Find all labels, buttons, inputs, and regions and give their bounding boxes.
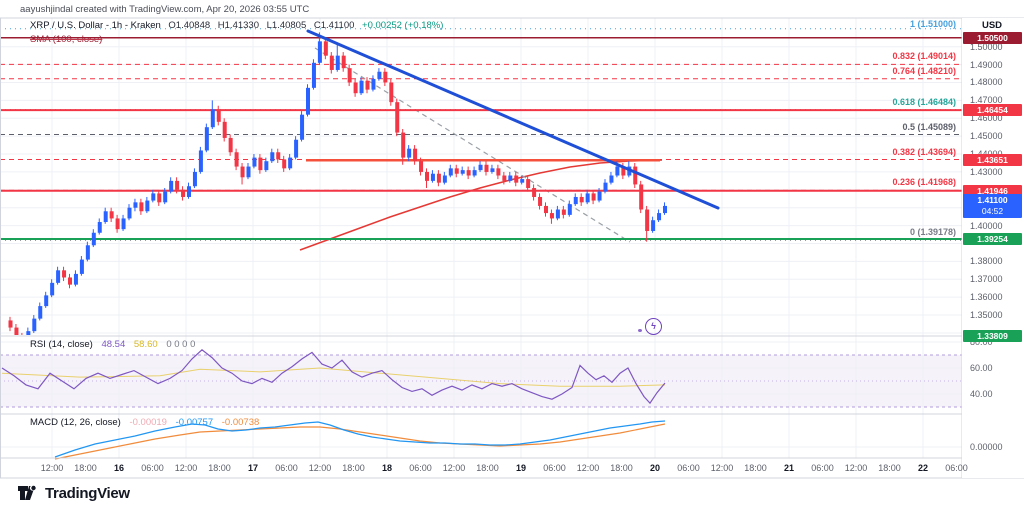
tradingview-logo[interactable]: TradingView (18, 484, 130, 502)
macd-histogram-value: -0.00019 (129, 417, 167, 428)
time-axis-label: 21 (783, 463, 795, 473)
time-axis-label: 12:00 (710, 463, 734, 473)
price-tick: 1.40000 (970, 220, 1003, 231)
time-axis-label: 18:00 (208, 463, 231, 473)
price-tick: 1.38000 (970, 256, 1003, 267)
price-label-chip: 1.39254 (963, 232, 1022, 245)
price-label-chip: 1.50500 (963, 31, 1022, 44)
time-axis-label: 12:00 (308, 463, 332, 473)
time-axis-label: 18:00 (878, 463, 901, 473)
time-axis-label: 06:00 (409, 463, 432, 473)
ohlc-close: C1.41100 (313, 20, 355, 31)
time-axis-label: 12:00 (40, 463, 64, 473)
time-axis-label: 18:00 (744, 463, 767, 473)
fib-level-label[interactable]: 0.382 (1.43694) (892, 146, 956, 157)
time-axis-label: 20 (649, 463, 661, 473)
time-axis-label: 06:00 (543, 463, 566, 473)
axis-currency-label: USD (981, 20, 1003, 31)
time-axis[interactable]: 12:00 18:00 16 06:00 12:00 18:00 17 06:00 12:00 1… (0, 459, 968, 478)
macd-value: -0.00757 (175, 417, 214, 428)
price-tick: 1.43000 (970, 166, 1003, 177)
time-axis-label: 22 (917, 463, 929, 473)
symbol-legend[interactable]: XRP / U.S. Dollar - 1h - Kraken O1.40848… (30, 20, 448, 31)
candles (8, 32, 667, 335)
attribution-text: aayushjindal created with TradingView.co… (20, 4, 310, 15)
macd-legend[interactable]: MACD (12, 26, close) -0.00019 -0.00757 -… (30, 417, 265, 428)
replay-icon[interactable]: ϟ (645, 318, 662, 335)
ohlc-open: O1.40848 (168, 20, 211, 31)
tradingview-logo-icon (18, 485, 36, 500)
price-axis[interactable]: USD 1.50000 1.49000 1.48000 1.47000 1.46000 1… (962, 18, 1024, 478)
time-axis-label: 18:00 (74, 463, 97, 473)
price-tick: 1.48000 (970, 77, 1003, 88)
price-tick: 1.37000 (970, 274, 1003, 285)
time-axis-label: 06:00 (141, 463, 164, 473)
price-label-chip: 1.41946 (963, 184, 1022, 197)
rsi-value: 48.54 (101, 339, 126, 350)
price-tick: 1.45000 (970, 131, 1003, 142)
time-axis-label: 17 (247, 463, 259, 473)
ohlc-high: H1.41330 (217, 20, 259, 31)
fib-level-label[interactable]: 0 (1.39178) (909, 227, 956, 238)
price-label-chip: 1.43651 (963, 154, 1022, 167)
time-axis-label: 18:00 (476, 463, 499, 473)
macd-tick: 0.00000 (970, 442, 1003, 452)
ohlc-low: L1.40805 (266, 20, 307, 31)
rsi-ma-value: 58.60 (133, 339, 158, 350)
fib-level-label[interactable]: 0.618 (1.46484) (892, 96, 956, 107)
fib-level-label[interactable]: 0.764 (1.48210) (892, 65, 956, 76)
time-axis-label: 16 (113, 463, 125, 473)
cursor-dot-icon (638, 329, 642, 332)
countdown-label: 04:52 (981, 205, 1004, 216)
pane-separators (0, 17, 1024, 479)
fib-level-label[interactable]: 0.236 (1.41968) (892, 177, 956, 188)
price-tick: 1.47000 (970, 95, 1003, 106)
resistance-support-lines[interactable] (0, 36, 962, 240)
rsi-tick: 40.00 (970, 389, 993, 399)
tradingview-logo-text: TradingView (45, 484, 130, 502)
time-axis-label: 06:00 (677, 463, 700, 473)
price-tick: 1.35000 (970, 310, 1003, 321)
time-axis-label: 19 (515, 463, 527, 473)
rsi-legend[interactable]: RSI (14, close) 48.54 58.60 0 0 0 0 (30, 339, 201, 350)
time-axis-label: 18:00 (342, 463, 365, 473)
fib-level-label[interactable]: 0.832 (1.49014) (892, 51, 956, 62)
rsi-title: RSI (14, close) (30, 339, 93, 350)
price-tick: 1.36000 (970, 292, 1003, 303)
time-axis-label: 12:00 (576, 463, 600, 473)
macd-title: MACD (12, 26, close) (30, 417, 121, 428)
time-axis-label: 12:00 (442, 463, 466, 473)
time-axis-label: 06:00 (275, 463, 298, 473)
time-axis-label: 06:00 (945, 463, 968, 473)
fib-level-label[interactable]: 1 (1.51000) (909, 19, 956, 29)
change-value: +0.00252 (+0.18%) (362, 20, 444, 31)
price-label-chip: 1.33809 (963, 330, 1022, 343)
time-axis-label: 06:00 (811, 463, 834, 473)
time-axis-label: 18:00 (610, 463, 633, 473)
price-tick: 1.49000 (970, 59, 1003, 70)
rsi-tick: 60.00 (970, 363, 993, 373)
time-axis-label: 12:00 (844, 463, 868, 473)
symbol-title: XRP / U.S. Dollar - 1h - Kraken (30, 20, 161, 31)
price-label-chip: 1.41100 04:52 (963, 193, 1022, 218)
macd-signal-value: -0.00738 (221, 417, 260, 428)
time-axis-label: 12:00 (174, 463, 198, 473)
price-tick: 1.50000 (970, 41, 1003, 52)
price-tick: 1.46000 (970, 113, 1003, 124)
fib-level-label[interactable]: 0.5 (1.45089) (902, 121, 956, 132)
price-tick: 1.44000 (970, 149, 1003, 159)
sma-legend[interactable]: SMA (100, close) (30, 34, 103, 45)
time-axis-label: 18 (381, 463, 393, 473)
rsi-extra-values: 0 0 0 0 (166, 339, 196, 350)
price-label-chip: 1.46454 (963, 104, 1022, 117)
